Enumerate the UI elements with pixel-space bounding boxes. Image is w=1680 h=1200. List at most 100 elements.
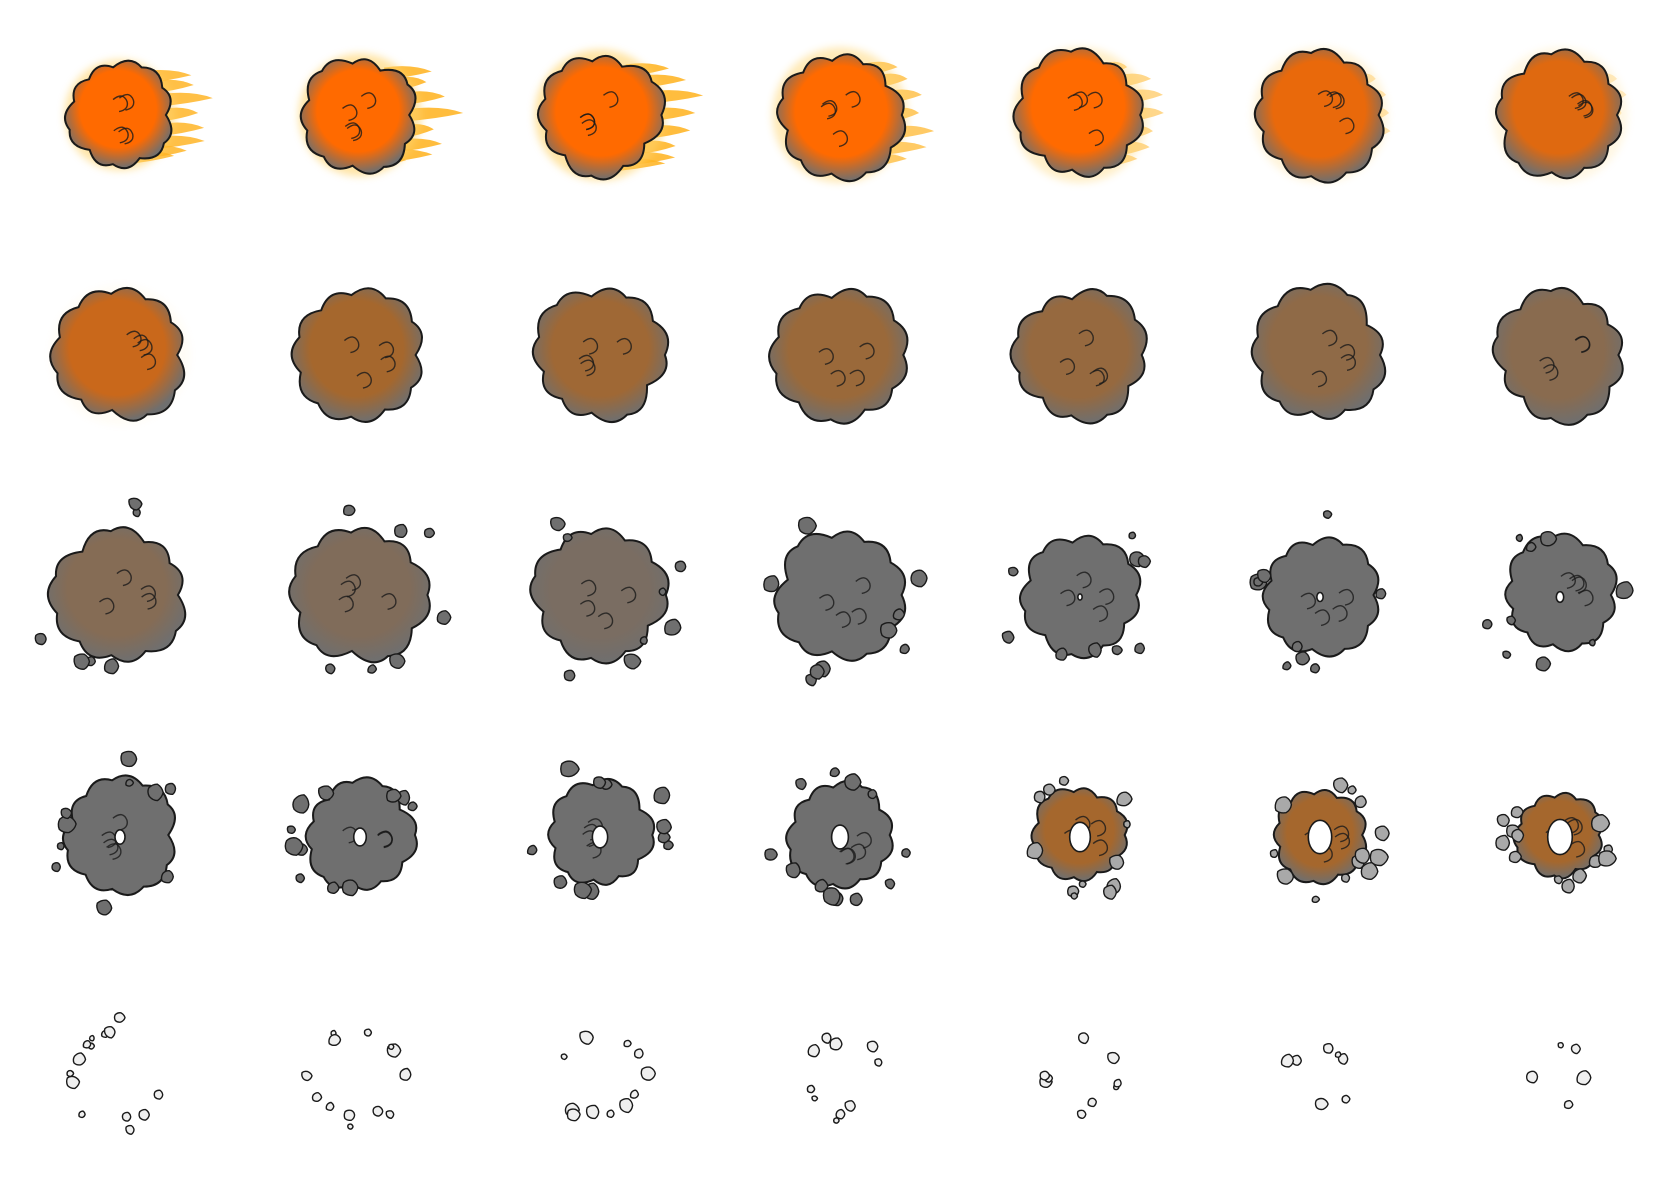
- explosion-frame-25: [720, 720, 960, 960]
- debris-puff: [640, 1066, 657, 1081]
- explosion-frame-30: [240, 960, 480, 1200]
- debris-puff: [829, 1037, 843, 1051]
- debris-puff: [822, 887, 841, 906]
- debris-puff: [372, 1105, 384, 1117]
- debris-puff: [639, 636, 648, 645]
- debris-puff: [423, 527, 436, 539]
- explosion-frame-18: [720, 480, 960, 720]
- explosion-sprite: [1492, 47, 1628, 183]
- debris-puff: [1515, 533, 1524, 543]
- debris-puff: [1535, 656, 1552, 672]
- debris-puff: [1280, 1053, 1295, 1068]
- debris-puff: [1572, 868, 1588, 884]
- debris-puff: [72, 1052, 87, 1066]
- debris-puff: [138, 1108, 151, 1121]
- debris-puff: [1369, 848, 1389, 867]
- smoke-hole: [1555, 590, 1565, 604]
- debris-puff: [1026, 841, 1044, 860]
- explosion-frame-5: [960, 0, 1200, 240]
- debris-puff: [1033, 790, 1046, 804]
- explosion-sprite: [1269, 777, 1390, 904]
- debris-puff: [1039, 1070, 1051, 1081]
- explosion-frame-32: [720, 960, 960, 1200]
- explosion-frame-35: [1440, 960, 1680, 1200]
- explosion-frame-19: [960, 480, 1200, 720]
- explosion-sprite: [1491, 287, 1624, 426]
- debris-puff: [1291, 640, 1303, 653]
- cloud-body: [1495, 48, 1623, 180]
- debris-puff: [82, 1039, 92, 1049]
- debris-puff: [623, 653, 642, 670]
- debris-puff: [1269, 848, 1279, 859]
- debris-puff: [664, 618, 682, 636]
- explosion-frame-7: [1440, 0, 1680, 240]
- explosion-sprite: [1280, 1042, 1351, 1111]
- debris-puff: [78, 1110, 86, 1119]
- debris-puff: [56, 841, 65, 851]
- cloud-body: [768, 287, 909, 425]
- explosion-frame-1: [0, 0, 240, 240]
- debris-puff: [96, 899, 113, 916]
- debris-puff: [1598, 850, 1617, 867]
- debris-puff: [1128, 531, 1137, 540]
- explosion-frame-11: [720, 240, 960, 480]
- explosion-sprite: [526, 760, 674, 900]
- explosion-sprite: [65, 1012, 164, 1135]
- debris-puff: [363, 1028, 373, 1037]
- debris-puff: [829, 767, 841, 778]
- debris-puff: [526, 844, 538, 856]
- debris-puff: [1508, 850, 1523, 864]
- explosion-frame-3: [480, 0, 720, 240]
- cloud-body: [1253, 47, 1385, 184]
- smoke-hole: [1546, 818, 1574, 856]
- debris-puff: [809, 664, 825, 680]
- debris-puff: [592, 776, 607, 789]
- debris-puff: [874, 1058, 883, 1067]
- debris-puff: [436, 610, 452, 625]
- debris-puff: [795, 778, 807, 791]
- debris-puff: [60, 807, 73, 820]
- explosion-sprite: [301, 1028, 412, 1130]
- cloud-body: [299, 58, 417, 175]
- smoke-hole: [1307, 819, 1333, 855]
- debris-puff: [385, 1110, 395, 1120]
- debris-puff: [566, 1108, 581, 1122]
- debris-puff: [811, 1095, 819, 1102]
- debris-puff: [1557, 1042, 1565, 1049]
- debris-puff: [763, 575, 780, 593]
- debris-puff: [1502, 650, 1512, 659]
- debris-puff: [833, 1117, 840, 1124]
- debris-puff: [910, 569, 928, 588]
- debris-puff: [284, 837, 304, 856]
- cloud-body: [773, 530, 907, 662]
- debris-puff: [658, 587, 667, 597]
- explosion-sprite: [1012, 47, 1164, 183]
- explosion-frame-28: [1440, 720, 1680, 960]
- explosion-frame-10: [480, 240, 720, 480]
- debris-puff: [326, 881, 340, 894]
- debris-puff: [1354, 847, 1371, 864]
- debris-puff: [1077, 1032, 1090, 1045]
- cloud-body: [49, 286, 186, 422]
- cloud-body: [288, 526, 431, 664]
- explosion-sprite: [34, 497, 187, 675]
- cloud-body: [1491, 287, 1624, 426]
- explosion-sprite: [1481, 531, 1634, 672]
- debris-puff: [1137, 555, 1152, 569]
- debris-puff: [553, 875, 568, 889]
- debris-puff: [1506, 615, 1517, 626]
- explosion-frame-16: [240, 480, 480, 720]
- debris-puff: [867, 789, 878, 800]
- debris-puff: [1113, 1078, 1122, 1088]
- debris-puff: [113, 1012, 126, 1023]
- debris-puff: [1295, 651, 1311, 666]
- explosion-sprite: [1252, 47, 1391, 184]
- debris-puff: [164, 782, 177, 796]
- cloud-body: [64, 59, 173, 170]
- cloud-body: [1012, 47, 1144, 178]
- explosion-sprite: [1009, 288, 1148, 425]
- debris-puff: [343, 1109, 356, 1122]
- debris-puff: [866, 1040, 879, 1053]
- debris-puff: [656, 818, 673, 835]
- debris-puff: [1332, 777, 1349, 794]
